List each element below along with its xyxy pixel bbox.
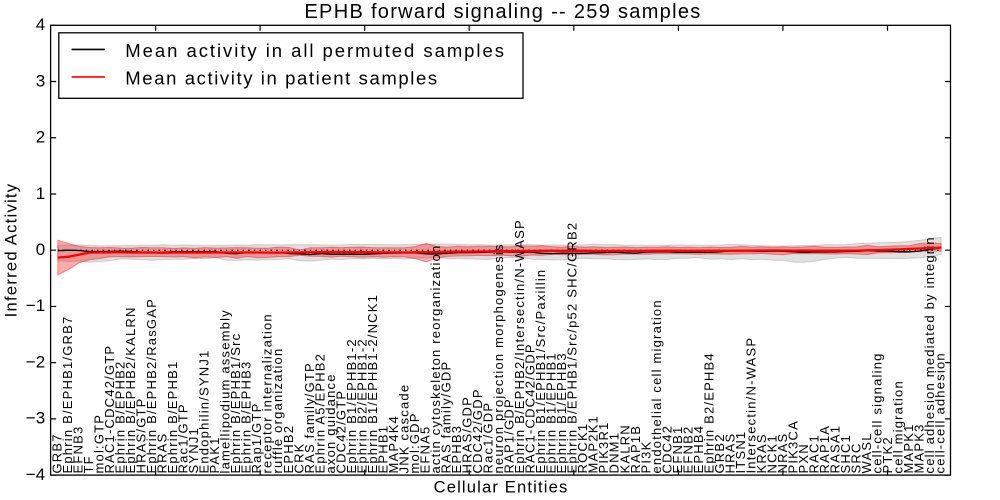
svg-text:RAC1: RAC1 — [807, 434, 822, 473]
svg-text:PTK2: PTK2 — [880, 436, 895, 473]
svg-text:HRAS: HRAS — [722, 433, 737, 474]
svg-text:EPHB4: EPHB4 — [691, 425, 706, 474]
svg-text:cell-cell adhesion: cell-cell adhesion — [933, 352, 948, 473]
svg-text:Ephrin B/EPHB2/Intersectin/N-W: Ephrin B/EPHB2/Intersectin/N-WASP — [512, 219, 527, 473]
svg-text:EPHB2: EPHB2 — [281, 425, 296, 474]
svg-text:MAP4K4: MAP4K4 — [386, 415, 401, 474]
svg-text:axon guidance: axon guidance — [323, 373, 338, 473]
svg-text:EFNB1: EFNB1 — [670, 426, 685, 474]
svg-text:MAPK1: MAPK1 — [901, 423, 916, 473]
svg-text:Endophilin/SYNJ1: Endophilin/SYNJ1 — [197, 350, 212, 474]
svg-text:Ephrin B2/EPHB4: Ephrin B2/EPHB4 — [701, 352, 716, 473]
svg-text:Ephrin B/EPHB1/Src: Ephrin B/EPHB1/Src — [228, 333, 243, 474]
svg-text:3: 3 — [36, 71, 45, 90]
svg-text:cell migration: cell migration — [891, 380, 906, 473]
svg-text:RAS family/GTP: RAS family/GTP — [302, 362, 317, 473]
svg-text:Ephrin B1/EPHB1-2: Ephrin B1/EPHB1-2 — [344, 338, 359, 473]
svg-text:MAPK3: MAPK3 — [912, 423, 927, 473]
svg-text:SHC1: SHC1 — [838, 434, 853, 473]
svg-text:−1: −1 — [26, 296, 45, 315]
svg-text:neuron projection morphogenesi: neuron projection morphogenesis — [491, 243, 506, 473]
svg-text:ruffle organization: ruffle organization — [270, 348, 285, 474]
svg-text:NRAS: NRAS — [775, 433, 790, 474]
svg-text:EPHB3: EPHB3 — [449, 425, 464, 474]
svg-text:EPHB1: EPHB1 — [375, 425, 390, 474]
svg-text:endothelial cell migration: endothelial cell migration — [649, 299, 664, 473]
svg-text:PXN: PXN — [796, 443, 811, 473]
svg-text:Intersectin/N-WASP: Intersectin/N-WASP — [744, 337, 759, 474]
svg-text:RRAS: RRAS — [155, 433, 170, 474]
svg-text:CDC42/GDP: CDC42/GDP — [470, 388, 485, 473]
svg-text:1: 1 — [36, 184, 45, 203]
svg-text:HRAS/GDP: HRAS/GDP — [460, 396, 475, 474]
svg-text:RAP1B: RAP1B — [628, 425, 643, 474]
svg-text:lamellipodium assembly: lamellipodium assembly — [218, 309, 233, 473]
svg-text:CDC42: CDC42 — [659, 425, 674, 474]
svg-text:WASL: WASL — [859, 432, 874, 473]
svg-text:Ephrin B1/EPHB1: Ephrin B1/EPHB1 — [544, 352, 559, 473]
svg-text:JNK cascade: JNK cascade — [396, 384, 411, 474]
svg-text:PAK1: PAK1 — [207, 436, 222, 473]
svg-text:0: 0 — [36, 240, 45, 259]
svg-text:EFNB2: EFNB2 — [680, 426, 695, 474]
svg-text:PIK3CA: PIK3CA — [786, 420, 801, 473]
svg-text:cell adhesion mediated by inte: cell adhesion mediated by integrin — [922, 236, 937, 473]
svg-text:Inferred Activity: Inferred Activity — [2, 183, 21, 318]
svg-text:SYNJ1: SYNJ1 — [186, 427, 201, 473]
svg-text:Ephrin B1/EPHB1-2/NCK1: Ephrin B1/EPHB1-2/NCK1 — [365, 294, 380, 474]
svg-text:SRC: SRC — [849, 442, 864, 473]
svg-text:−2: −2 — [26, 353, 45, 372]
svg-text:RAC1-CDC42/GTP: RAC1-CDC42/GTP — [102, 345, 117, 474]
svg-text:PI3K: PI3K — [638, 441, 653, 474]
svg-text:MAP2K1: MAP2K1 — [586, 415, 601, 474]
svg-text:Rap1/GTP: Rap1/GTP — [249, 402, 264, 473]
svg-text:4: 4 — [36, 15, 45, 34]
svg-text:KALRN: KALRN — [617, 424, 632, 473]
svg-text:Mean activity in patient sampl: Mean activity in patient samples — [125, 68, 438, 89]
svg-text:−4: −4 — [26, 465, 45, 484]
svg-text:GRB7: GRB7 — [49, 433, 64, 473]
svg-text:RAP1/GDP: RAP1/GDP — [502, 398, 517, 473]
svg-text:2: 2 — [36, 128, 45, 147]
svg-text:mol:GTP: mol:GTP — [92, 414, 107, 474]
svg-text:Ephrin A5/EPHB2: Ephrin A5/EPHB2 — [312, 353, 327, 474]
svg-text:EFNA5: EFNA5 — [418, 426, 433, 474]
svg-text:−3: −3 — [26, 409, 45, 428]
svg-text:Ephrin B1/EPHB1/Src/Paxillin: Ephrin B1/EPHB1/Src/Paxillin — [533, 269, 548, 474]
svg-text:cell-cell signaling: cell-cell signaling — [870, 352, 885, 473]
svg-text:NCK1: NCK1 — [765, 434, 780, 473]
svg-text:Ephrin B/EPHB2/RasGAP: Ephrin B/EPHB2/RasGAP — [144, 298, 159, 474]
svg-text:PIK3R1: PIK3R1 — [596, 421, 611, 473]
svg-text:Ephrin B/EPHB1/GRB7: Ephrin B/EPHB1/GRB7 — [60, 316, 75, 474]
svg-text:Rac1/GTP: Rac1/GTP — [176, 403, 191, 473]
svg-text:KRAS: KRAS — [754, 433, 769, 473]
svg-text:ROCK1: ROCK1 — [575, 423, 590, 474]
svg-text:RAC1-CDC42/GDP: RAC1-CDC42/GDP — [523, 343, 538, 473]
svg-text:ITSN1: ITSN1 — [733, 431, 748, 474]
svg-text:TF: TF — [81, 455, 96, 473]
svg-text:Ephrin B/EPHB2: Ephrin B/EPHB2 — [113, 361, 128, 474]
svg-text:CRK: CRK — [291, 442, 306, 473]
svg-text:EFNB3: EFNB3 — [70, 426, 85, 474]
svg-text:RAP1A: RAP1A — [817, 425, 832, 474]
svg-text:GRB2: GRB2 — [712, 433, 727, 473]
svg-text:Cellular Entities: Cellular Entities — [434, 477, 569, 496]
svg-text:Ephrin B2/EPHB1-2: Ephrin B2/EPHB1-2 — [354, 338, 369, 473]
svg-text:Ephrin B1/EPHB3: Ephrin B1/EPHB3 — [554, 352, 569, 473]
svg-text:EPHB forward signaling -- 259: EPHB forward signaling -- 259 samples — [304, 1, 701, 23]
svg-text:Ephrin B/EPHB2/KALRN: Ephrin B/EPHB2/KALRN — [123, 306, 138, 473]
svg-text:RASA1: RASA1 — [828, 425, 843, 474]
svg-text:Ephrin B/EPHB1: Ephrin B/EPHB1 — [165, 361, 180, 474]
svg-text:RAS family/GDP: RAS family/GDP — [439, 361, 454, 474]
svg-text:mol:GDP: mol:GDP — [407, 412, 422, 473]
svg-text:Mean activity in all permuted: Mean activity in all permuted samples — [125, 40, 506, 61]
svg-text:HRAS/GTP: HRAS/GTP — [134, 397, 149, 473]
svg-text:DNM1: DNM1 — [607, 432, 622, 474]
svg-text:actin cytoskeleton reorganizat: actin cytoskeleton reorganization — [428, 245, 443, 474]
svg-text:Ephrin B/EPHB3: Ephrin B/EPHB3 — [239, 361, 254, 474]
svg-text:CDC42/GTP: CDC42/GTP — [333, 390, 348, 474]
svg-text:Rac1/GDP: Rac1/GDP — [481, 402, 496, 474]
svg-text:receptor internalization: receptor internalization — [260, 313, 275, 473]
svg-text:Ephrin B/EPHB1/Src/p52 SHC/GRB: Ephrin B/EPHB1/Src/p52 SHC/GRB2 — [565, 222, 580, 474]
